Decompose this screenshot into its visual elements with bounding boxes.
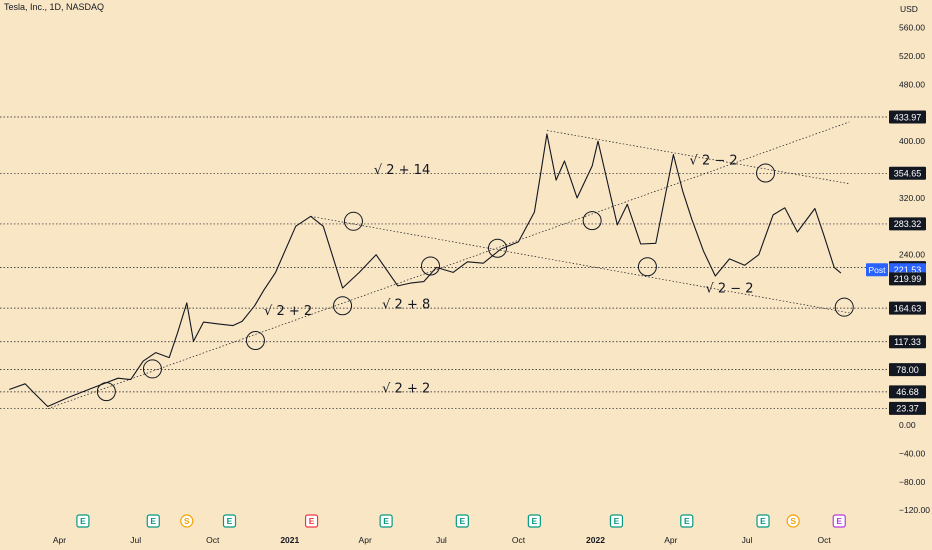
x-tick-label: 2022	[586, 535, 605, 545]
level-label-box	[889, 335, 926, 349]
earnings-marker[interactable]	[832, 514, 846, 528]
price-badge-label: 221.53	[894, 265, 922, 275]
event-marker-label: E	[309, 516, 315, 526]
annotation-label: √ 2 + 2	[382, 381, 430, 396]
x-tick-label: Apr	[664, 535, 677, 545]
earnings-marker[interactable]	[680, 514, 694, 528]
event-marker-label: E	[614, 516, 620, 526]
x-tick-label: Apr	[53, 535, 66, 545]
currency-label: USD	[900, 4, 918, 14]
y-tick-label: 480.00	[899, 79, 925, 89]
earnings-marker[interactable]	[527, 514, 541, 528]
level-label-box	[889, 363, 926, 377]
earnings-marker[interactable]	[146, 514, 160, 528]
x-tick-label: Jul	[130, 535, 141, 545]
touch-point-circle[interactable]	[582, 211, 602, 231]
event-marker-label: E	[532, 516, 538, 526]
earnings-marker[interactable]	[76, 514, 90, 528]
level-label-box	[889, 301, 926, 315]
level-label: 117.33	[894, 337, 921, 347]
level-label: 23.37	[896, 404, 919, 414]
x-tick-label: Oct	[512, 535, 526, 545]
post-tag-label: Post	[868, 265, 886, 275]
level-label-box	[889, 166, 926, 180]
level-label: 164.63	[894, 303, 922, 313]
earnings-marker[interactable]	[304, 514, 319, 528]
level-label: 354.65	[894, 169, 922, 179]
touch-point-circle[interactable]	[245, 331, 265, 351]
event-marker-label: E	[383, 516, 389, 526]
touch-point-circle[interactable]	[96, 382, 116, 402]
x-tick-label: 2021	[280, 535, 299, 545]
touch-point-circle[interactable]	[637, 257, 657, 277]
post-tag-box	[866, 263, 888, 277]
annotation-label: √ 2 + 8	[382, 298, 430, 313]
earnings-marker[interactable]	[222, 514, 237, 528]
y-tick-label: 400.00	[899, 136, 925, 146]
annotation-label: √ 2 + 14	[374, 163, 430, 178]
touch-point-circle[interactable]	[834, 297, 854, 317]
split-marker[interactable]	[180, 514, 194, 528]
annotation-label: √ 2 + 2	[264, 304, 312, 319]
earnings-marker[interactable]	[609, 514, 624, 528]
annotation-label: √ 2 − 2	[690, 154, 738, 169]
annotation-label: √ 2 − 2	[705, 281, 753, 296]
level-label: 283.32	[894, 219, 922, 229]
event-marker-label: E	[760, 516, 766, 526]
level-label-box	[889, 385, 926, 399]
price-badge-label: 219.99	[894, 274, 922, 284]
y-tick-label: 520.00	[899, 51, 925, 61]
event-marker-label: E	[150, 516, 156, 526]
y-tick-label: 320.00	[899, 193, 925, 203]
level-label-box	[889, 110, 926, 124]
event-marker-label: E	[227, 516, 233, 526]
touch-point-circle[interactable]	[756, 163, 776, 183]
level-label: 78.00	[896, 365, 919, 375]
y-tick-label: 240.00	[899, 250, 925, 260]
trendline[interactable]	[546, 130, 850, 185]
touch-point-circle[interactable]	[421, 256, 441, 276]
y-tick-label: −120.00	[899, 505, 930, 515]
level-label-box	[889, 217, 926, 231]
chart-title: Tesla, Inc., 1D, NASDAQ	[4, 2, 105, 12]
event-marker-label: E	[459, 516, 465, 526]
touch-point-circle[interactable]	[343, 211, 363, 231]
trendline[interactable]	[310, 215, 850, 314]
y-tick-label: 560.00	[899, 23, 925, 33]
earnings-marker[interactable]	[379, 514, 393, 528]
price-line	[9, 133, 842, 408]
level-label: 46.68	[896, 387, 919, 397]
event-marker-label: S	[790, 516, 796, 526]
event-marker-label: E	[836, 516, 842, 526]
x-tick-label: Apr	[359, 535, 372, 545]
y-tick-label: 0.00	[899, 420, 916, 430]
split-marker[interactable]	[786, 514, 800, 528]
y-tick-label: −80.00	[899, 477, 926, 487]
event-marker-label: E	[684, 516, 690, 526]
level-label: 433.97	[894, 112, 922, 122]
x-tick-label: Oct	[818, 535, 832, 545]
earnings-marker[interactable]	[756, 514, 770, 528]
touch-point-circle[interactable]	[488, 238, 508, 258]
x-tick-label: Oct	[206, 535, 220, 545]
price-badge-box	[889, 272, 926, 286]
x-tick-label: Jul	[436, 535, 447, 545]
x-tick-label: Jul	[742, 535, 753, 545]
event-marker-label: S	[184, 516, 190, 526]
event-marker-label: E	[80, 516, 86, 526]
touch-point-circle[interactable]	[142, 359, 162, 379]
y-tick-label: −40.00	[899, 448, 926, 458]
earnings-marker[interactable]	[455, 514, 469, 528]
touch-point-circle[interactable]	[333, 296, 353, 316]
level-label-box	[889, 401, 926, 415]
